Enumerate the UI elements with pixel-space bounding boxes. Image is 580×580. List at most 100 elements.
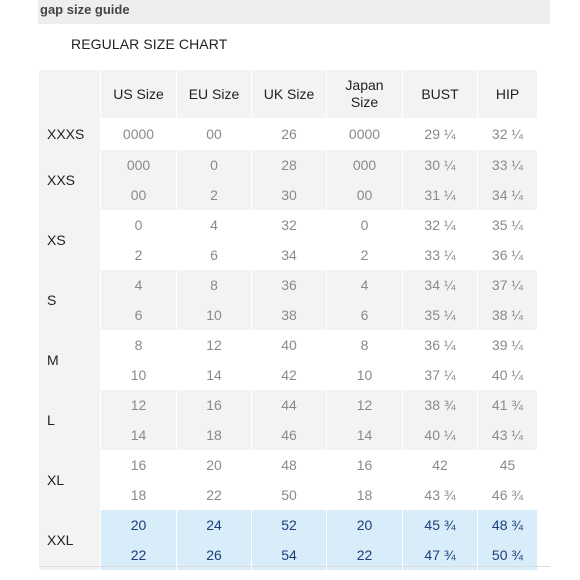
japan-size-cell: 0000 [327, 118, 403, 150]
japan-size-cell: 8 [327, 330, 403, 360]
hip-cell: 34 ¼ [478, 180, 538, 210]
japan-size-cell: 2 [327, 240, 403, 270]
guide-title: gap size guide [40, 2, 130, 17]
hip-cell: 32 ¼ [478, 118, 538, 150]
bottom-divider [39, 566, 550, 567]
eu-size-cell: 12 [177, 330, 252, 360]
eu-size-cell: 4 [177, 210, 252, 240]
hip-cell: 39 ¼ [478, 330, 538, 360]
uk-size-cell: 30 [252, 180, 327, 210]
eu-size-cell: 16 [177, 390, 252, 420]
hip-cell: 43 ¼ [478, 420, 538, 450]
table-row: 18 22 50 18 43 ¾ 46 ¾ [39, 480, 538, 510]
table-row: 2 6 34 2 33 ¼ 36 ¼ [39, 240, 538, 270]
hip-cell: 38 ¼ [478, 300, 538, 330]
table-row: XL 16 20 48 16 42 45 [39, 450, 538, 510]
bust-cell: 42 [403, 450, 478, 480]
table-row: 00 2 30 00 31 ¼ 34 ¼ [39, 180, 538, 210]
eu-size-cell: 10 [177, 300, 252, 330]
col-header-uk-size: UK Size [252, 70, 327, 118]
eu-size-cell: 24 [177, 510, 252, 540]
bust-cell: 33 ¼ [403, 240, 478, 270]
japan-size-cell: 14 [327, 420, 403, 450]
bust-cell: 37 ¼ [403, 360, 478, 390]
us-size-cell: 6 [101, 300, 177, 330]
header-row: US Size EU Size UK Size Japan Size BUST … [39, 70, 538, 118]
bust-cell: 29 ¼ [403, 118, 478, 150]
bust-cell: 36 ¼ [403, 330, 478, 360]
eu-size-cell: 26 [177, 540, 252, 570]
uk-size-cell: 44 [252, 390, 327, 420]
hip-cell: 37 ¼ [478, 270, 538, 300]
japan-size-cell: 18 [327, 480, 403, 510]
japan-size-cell: 0 [327, 210, 403, 240]
japan-size-cell: 22 [327, 540, 403, 570]
hip-cell: 50 ¾ [478, 540, 538, 570]
uk-size-cell: 54 [252, 540, 327, 570]
eu-size-cell: 22 [177, 480, 252, 510]
eu-size-cell: 00 [177, 118, 252, 150]
hip-cell: 41 ¾ [478, 390, 538, 420]
japan-size-cell: 000 [327, 150, 403, 180]
col-header-japan-size: Japan Size [327, 70, 403, 118]
chart-title: REGULAR SIZE CHART [71, 36, 228, 52]
table-row: 14 18 46 14 40 ¼ 43 ¼ [39, 420, 538, 450]
eu-size-cell: 14 [177, 360, 252, 390]
size-label-cell: XL [39, 450, 101, 510]
table-row: XXL 20 24 52 20 45 ¾ 48 ¾ [39, 510, 538, 570]
bust-cell: 43 ¾ [403, 480, 478, 510]
japan-size-cell: 6 [327, 300, 403, 330]
eu-size-cell: 6 [177, 240, 252, 270]
uk-size-cell: 42 [252, 360, 327, 390]
uk-size-cell: 38 [252, 300, 327, 330]
us-size-cell: 2 [101, 240, 177, 270]
col-header-us-size: US Size [101, 70, 177, 118]
us-size-cell: 14 [101, 420, 177, 450]
table-row: S 4 8 36 4 34 ¼ 37 ¼ [39, 270, 538, 330]
japan-size-cell: 12 [327, 390, 403, 420]
uk-size-cell: 50 [252, 480, 327, 510]
corner-cell [39, 70, 101, 118]
us-size-cell: 22 [101, 540, 177, 570]
bust-cell: 30 ¼ [403, 150, 478, 180]
col-header-eu-size: EU Size [177, 70, 252, 118]
table-row: M 8 12 40 8 36 ¼ 39 ¼ [39, 330, 538, 390]
eu-size-cell: 18 [177, 420, 252, 450]
size-label-cell: XXXS [39, 118, 101, 150]
uk-size-cell: 52 [252, 510, 327, 540]
hip-cell: 33 ¼ [478, 150, 538, 180]
bust-cell: 35 ¼ [403, 300, 478, 330]
eu-size-cell: 0 [177, 150, 252, 180]
size-label-cell: S [39, 270, 101, 330]
uk-size-cell: 26 [252, 118, 327, 150]
uk-size-cell: 36 [252, 270, 327, 300]
col-header-bust: BUST [403, 70, 478, 118]
eu-size-cell: 20 [177, 450, 252, 480]
us-size-cell: 00 [101, 180, 177, 210]
japan-size-cell: 4 [327, 270, 403, 300]
col-header-hip: HIP [478, 70, 538, 118]
size-chart-table: US Size EU Size UK Size Japan Size BUST … [39, 70, 538, 570]
uk-size-cell: 46 [252, 420, 327, 450]
size-label-cell: XXS [39, 150, 101, 210]
table-row: 22 26 54 22 47 ¾ 50 ¾ [39, 540, 538, 570]
eu-size-cell: 8 [177, 270, 252, 300]
bust-cell: 32 ¼ [403, 210, 478, 240]
us-size-cell: 18 [101, 480, 177, 510]
hip-cell: 46 ¾ [478, 480, 538, 510]
bust-cell: 34 ¼ [403, 270, 478, 300]
size-label-cell: L [39, 390, 101, 450]
us-size-cell: 10 [101, 360, 177, 390]
table-row: XS 0 4 32 0 32 ¼ 35 ¼ [39, 210, 538, 270]
uk-size-cell: 28 [252, 150, 327, 180]
japan-size-cell: 10 [327, 360, 403, 390]
bust-cell: 31 ¼ [403, 180, 478, 210]
size-label-cell: XXL [39, 510, 101, 570]
japan-size-cell: 20 [327, 510, 403, 540]
eu-size-cell: 2 [177, 180, 252, 210]
table-row: XXS 000 0 28 000 30 ¼ 33 ¼ [39, 150, 538, 210]
size-label-cell: M [39, 330, 101, 390]
us-size-cell: 4 [101, 270, 177, 300]
table-row: 6 10 38 6 35 ¼ 38 ¼ [39, 300, 538, 330]
